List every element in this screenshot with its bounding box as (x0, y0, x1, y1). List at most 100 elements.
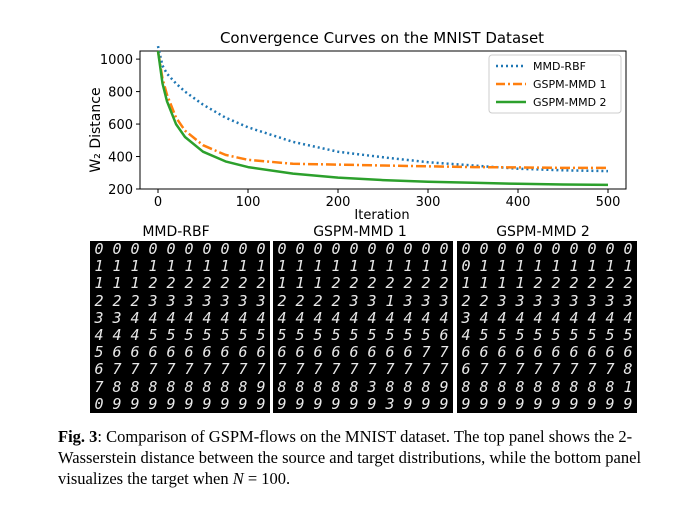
digit-cell: 8 (497, 377, 507, 396)
digit-cell: 4 (515, 308, 525, 327)
y-tick-label: 400 (108, 151, 133, 166)
digit-cell: 0 (256, 241, 266, 259)
digit-cell: 8 (349, 377, 359, 396)
digit-cell: 5 (569, 326, 579, 345)
digit-cell: 0 (238, 241, 248, 259)
digit-cell: 0 (220, 241, 230, 259)
digit-cell: 7 (238, 360, 248, 379)
digit-cell: 2 (277, 291, 287, 310)
digit-cell: 5 (148, 326, 158, 345)
y-axis-label: W₂ Distance (88, 87, 104, 172)
digit-cell: 7 (202, 360, 212, 379)
digit-cell: 9 (277, 394, 287, 413)
x-tick-label: 300 (416, 195, 441, 210)
digit-cell: 1 (367, 257, 377, 276)
digit-cell: 4 (277, 308, 287, 327)
digit-cell: 7 (256, 360, 266, 379)
digit-cell: 7 (94, 377, 104, 396)
digit-cell: 5 (238, 326, 248, 345)
digit-cell: 1 (479, 274, 489, 293)
digit-cell: 7 (367, 360, 377, 379)
digit-cell: 2 (112, 291, 122, 310)
digit-cell: 0 (439, 241, 449, 259)
digit-cell: 4 (148, 308, 158, 327)
panel-title-gspm-mmd-1: GSPM-MMD 1 (313, 224, 407, 240)
digit-cell: 1 (533, 257, 543, 276)
digit-cell: 8 (184, 377, 194, 396)
digit-cell: 0 (461, 241, 471, 259)
digit-cell: 2 (349, 274, 359, 293)
digit-cell: 9 (421, 394, 431, 413)
digit-cell: 2 (367, 274, 377, 293)
digit-cell: 6 (551, 343, 561, 362)
digit-cell: 7 (515, 360, 525, 379)
digit-cell: 6 (367, 343, 377, 362)
digit-cell: 7 (184, 360, 194, 379)
digit-cell: 2 (202, 274, 212, 293)
digit-cell: 6 (569, 343, 579, 362)
digit-cell: 4 (112, 326, 122, 345)
digit-cell: 8 (166, 377, 176, 396)
digit-cell: 6 (148, 343, 158, 362)
digit-cell: 1 (295, 274, 305, 293)
digit-cell: 3 (367, 377, 377, 396)
digit-cell: 1 (166, 257, 176, 276)
digit-cell: 3 (94, 308, 104, 327)
digit-cell: 8 (421, 377, 431, 396)
digit-cell: 4 (367, 308, 377, 327)
digit-cell: 9 (587, 394, 597, 413)
digit-cell: 6 (515, 343, 525, 362)
digit-cell: 3 (349, 291, 359, 310)
digit-cell: 9 (202, 394, 212, 413)
digit-cell: 9 (295, 394, 305, 413)
digit-cell: 2 (569, 274, 579, 293)
series-line-gspm-mmd-1 (156, 50, 608, 170)
digit-cell: 4 (569, 308, 579, 327)
digit-cell: 4 (623, 308, 633, 327)
digit-cell: 9 (148, 394, 158, 413)
digit-cell: 7 (479, 360, 489, 379)
digit-cell: 4 (94, 326, 104, 345)
digit-cell: 6 (112, 343, 122, 362)
digit-cell: 2 (94, 291, 104, 310)
digit-cell: 3 (623, 291, 633, 310)
digit-cell: 7 (148, 360, 158, 379)
digit-cell: 1 (439, 257, 449, 276)
x-tick-label: 200 (326, 195, 351, 210)
digit-cell: 5 (94, 343, 104, 362)
digit-cell: 1 (184, 257, 194, 276)
digit-cell: 9 (112, 394, 122, 413)
digit-cell: 2 (461, 291, 471, 310)
digit-cell: 2 (479, 291, 489, 310)
digit-cell: 9 (439, 394, 449, 413)
digit-cell: 4 (238, 308, 248, 327)
digit-cell: 3 (533, 291, 543, 310)
digit-cell: 6 (349, 343, 359, 362)
digit-cell: 9 (461, 394, 471, 413)
digit-cell: 2 (313, 291, 323, 310)
digit-cell: 1 (277, 257, 287, 276)
digit-cell: 9 (349, 394, 359, 413)
digit-cell: 1 (515, 274, 525, 293)
digit-cell: 8 (587, 377, 597, 396)
digit-cell: 9 (166, 394, 176, 413)
digit-cell: 9 (403, 394, 413, 413)
digit-cell: 7 (439, 360, 449, 379)
digit-cell: 9 (238, 394, 248, 413)
digit-cell: 1 (220, 257, 230, 276)
digit-cell: 9 (515, 394, 525, 413)
x-tick-label: 100 (236, 195, 261, 210)
legend-label-gspm-mmd-1: GSPM-MMD 1 (533, 78, 607, 91)
digit-cell: 8 (605, 377, 615, 396)
digit-cell: 3 (148, 291, 158, 310)
digit-cell: 8 (148, 377, 158, 396)
digit-cell: 7 (313, 360, 323, 379)
digit-cell: 7 (403, 360, 413, 379)
digit-cell: 5 (367, 326, 377, 345)
legend-label-mmd-rbf: MMD-RBF (533, 60, 586, 73)
digit-cell: 5 (587, 326, 597, 345)
digit-cell: 1 (551, 257, 561, 276)
digit-cell: 8 (533, 377, 543, 396)
digit-cell: 0 (202, 241, 212, 259)
chart-title: Convergence Curves on the MNIST Dataset (220, 29, 544, 47)
